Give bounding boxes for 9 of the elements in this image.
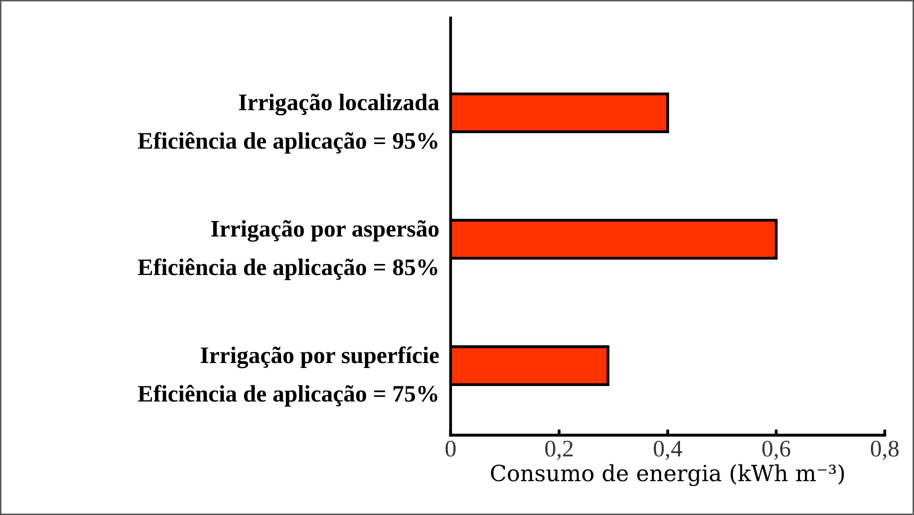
y-tick-label: Irrigação por aspersão Eficiência de aplicação = 85% bbox=[138, 220, 439, 280]
x-tick-label: 0,4 bbox=[654, 440, 682, 460]
x-axis-title: Consumo de energia (kWh m⁻³) bbox=[490, 464, 844, 486]
x-tick-label: 0,8 bbox=[870, 440, 899, 460]
x-tick-label: 0 bbox=[446, 440, 456, 457]
y-tick-label: Irrigação localizada Eficiência de aplicação = 95% bbox=[138, 94, 440, 154]
x-tick-label: 0,2 bbox=[545, 440, 573, 460]
x-tick-label: 0,6 bbox=[762, 440, 790, 460]
y-tick-label: Irrigação por superfície Eficiência de aplicação = 75% bbox=[138, 346, 439, 407]
